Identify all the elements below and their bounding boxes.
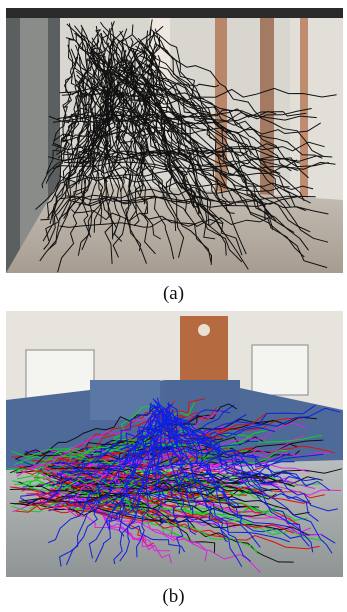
figure-images bbox=[0, 0, 347, 612]
caption: (a) bbox=[0, 283, 347, 305]
caption: (b) bbox=[0, 586, 347, 608]
image-b bbox=[6, 311, 343, 577]
page: (a) (b) (() => { const data = JSON.parse… bbox=[0, 0, 347, 612]
image-a bbox=[6, 8, 343, 273]
